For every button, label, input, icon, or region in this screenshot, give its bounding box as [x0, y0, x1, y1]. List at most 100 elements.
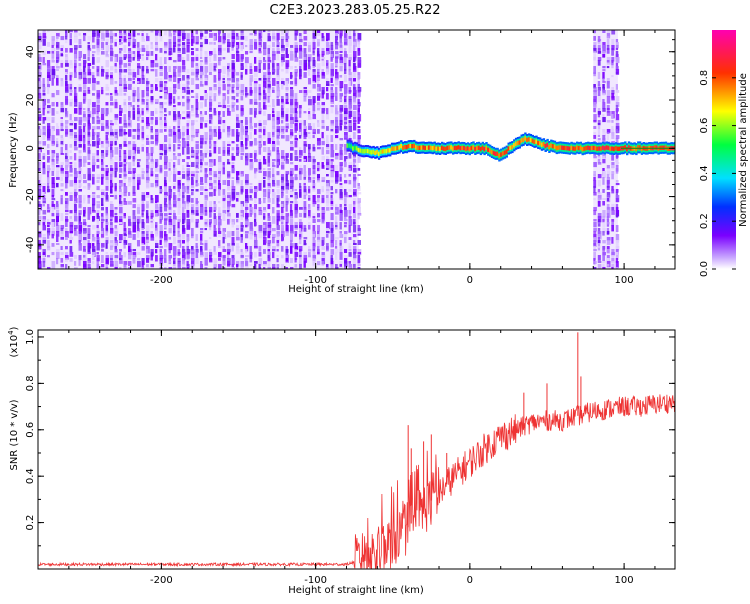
- noise-cell: [204, 240, 208, 246]
- noise-cell: [227, 48, 230, 53]
- noise-cell: [132, 252, 137, 258]
- noise-cell: [164, 267, 167, 269]
- noise-cell: [42, 39, 46, 46]
- noise-cell: [330, 249, 335, 255]
- noise-cell: [119, 75, 122, 79]
- noise-cell: [195, 48, 199, 51]
- noise-cell: [326, 228, 330, 232]
- noise-cell: [114, 231, 118, 237]
- noise-cell: [330, 108, 334, 114]
- noise-cell: [101, 156, 105, 159]
- noise-cell: [312, 219, 316, 223]
- noise-cell: [123, 36, 126, 42]
- noise-cell: [312, 123, 316, 130]
- track-core: [637, 145, 640, 150]
- noise-cell: [335, 69, 338, 75]
- noise-cell: [164, 30, 167, 36]
- spectrogram-noise: [38, 30, 620, 269]
- noise-cell: [74, 138, 78, 143]
- noise-cell: [92, 93, 95, 96]
- noise-cell: [195, 132, 199, 138]
- noise-cell: [155, 222, 158, 228]
- noise-cell: [204, 183, 208, 186]
- noise-cell: [285, 156, 288, 161]
- noise-cell: [267, 132, 271, 139]
- noise-cell: [51, 126, 55, 132]
- noise-cell: [173, 120, 177, 123]
- noise-cell: [263, 156, 266, 161]
- noise-cell: [123, 156, 127, 159]
- noise-cell: [317, 129, 320, 134]
- noise-cell: [191, 162, 195, 167]
- noise-cell: [281, 48, 285, 53]
- noise-cell: [159, 210, 163, 213]
- snr-plot-area: [38, 330, 675, 569]
- noise-cell: [83, 33, 87, 36]
- noise-cell: [141, 177, 145, 180]
- noise-cell: [78, 168, 82, 173]
- track-core: [402, 145, 405, 150]
- noise-cell: [186, 189, 190, 194]
- noise-cell: [602, 240, 606, 244]
- noise-cell: [141, 171, 145, 174]
- noise-cell: [611, 93, 615, 99]
- noise-cell: [168, 207, 172, 212]
- noise-cell: [177, 36, 181, 42]
- noise-cell: [299, 207, 303, 210]
- noise-cell: [231, 183, 234, 186]
- noise-cell: [65, 75, 68, 81]
- noise-cell: [51, 135, 55, 143]
- noise-cell: [348, 267, 352, 269]
- noise-cell: [60, 225, 65, 229]
- noise-cell: [177, 228, 180, 233]
- noise-cell: [51, 228, 55, 232]
- noise-cell: [267, 192, 270, 199]
- noise-cell: [602, 72, 605, 79]
- track-core: [535, 139, 538, 144]
- noise-cell: [330, 162, 333, 165]
- noise-cell: [78, 204, 82, 209]
- noise-cell: [606, 90, 611, 97]
- noise-cell: [285, 252, 289, 256]
- noise-cell: [119, 93, 123, 96]
- noise-cell: [128, 171, 132, 174]
- noise-cell: [267, 216, 271, 221]
- noise-cell: [357, 81, 360, 86]
- noise-cell: [164, 57, 167, 65]
- noise-cell: [87, 78, 91, 84]
- noise-cell: [177, 33, 180, 37]
- noise-cell: [69, 246, 73, 253]
- track-core: [587, 145, 590, 150]
- noise-cell: [195, 54, 199, 58]
- noise-cell: [105, 138, 109, 143]
- noise-cell: [101, 30, 105, 35]
- noise-cell: [290, 267, 294, 269]
- noise-cell: [615, 234, 620, 241]
- track-core: [664, 145, 668, 150]
- noise-cell: [186, 42, 191, 45]
- noise-cell: [353, 36, 356, 41]
- noise-cell: [132, 180, 136, 187]
- noise-cell: [615, 135, 620, 139]
- noise-cell: [92, 255, 95, 260]
- noise-cell: [137, 114, 141, 118]
- noise-cell: [56, 183, 59, 188]
- noise-cell: [597, 201, 601, 207]
- noise-cell: [51, 183, 56, 189]
- noise-cell: [312, 177, 316, 180]
- noise-cell: [227, 45, 230, 48]
- noise-cell: [182, 141, 186, 148]
- noise-cell: [137, 219, 140, 224]
- noise-cell: [236, 54, 240, 62]
- noise-cell: [204, 153, 207, 158]
- noise-cell: [110, 39, 113, 45]
- noise-cell: [227, 261, 230, 267]
- noise-cell: [290, 243, 294, 248]
- noise-cell: [168, 66, 171, 72]
- noise-cell: [132, 156, 135, 162]
- noise-cell: [74, 66, 77, 74]
- noise-cell: [96, 216, 100, 221]
- noise-cell: [173, 132, 177, 137]
- noise-cell: [321, 180, 325, 183]
- noise-cell: [101, 153, 105, 159]
